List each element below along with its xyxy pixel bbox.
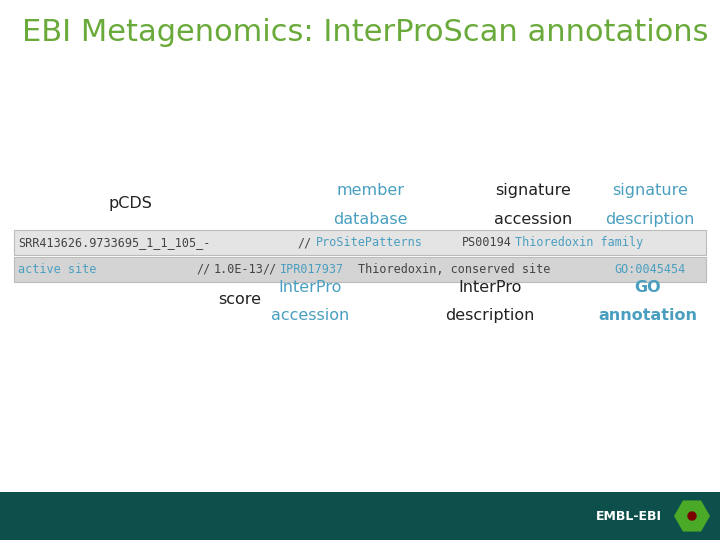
- Text: EBI Metagenomics: InterProScan annotations: EBI Metagenomics: InterProScan annotatio…: [22, 18, 708, 47]
- Bar: [14, 230, 706, 255]
- Text: GO: GO: [635, 280, 661, 295]
- Bar: [0, 492, 720, 540]
- Text: //: //: [262, 263, 276, 276]
- Text: signature: signature: [495, 183, 571, 198]
- Text: accession: accession: [271, 308, 349, 323]
- Text: active site: active site: [18, 263, 96, 276]
- Bar: [14, 257, 706, 282]
- Text: description: description: [445, 308, 535, 323]
- Text: GO:0045454: GO:0045454: [614, 263, 685, 276]
- Text: score: score: [218, 293, 261, 307]
- Text: PS00194: PS00194: [462, 236, 512, 249]
- Text: annotation: annotation: [598, 308, 698, 323]
- Text: signature: signature: [612, 183, 688, 198]
- Text: InterPro: InterPro: [279, 280, 342, 295]
- Text: pCDS: pCDS: [108, 196, 152, 211]
- Text: accession: accession: [494, 212, 572, 227]
- Text: IPR017937: IPR017937: [280, 263, 344, 276]
- Text: //: //: [196, 263, 210, 276]
- Text: EMBL-EBI: EMBL-EBI: [596, 510, 662, 523]
- Text: description: description: [606, 212, 695, 227]
- Text: Thioredoxin family: Thioredoxin family: [515, 236, 643, 249]
- Text: SRR413626.9733695_1_1_105_-: SRR413626.9733695_1_1_105_-: [18, 236, 210, 249]
- Text: 1.0E-13: 1.0E-13: [214, 263, 264, 276]
- Text: Thioredoxin, conserved site: Thioredoxin, conserved site: [358, 263, 550, 276]
- Text: member: member: [336, 183, 404, 198]
- Text: //: //: [297, 236, 311, 249]
- Text: ProSitePatterns: ProSitePatterns: [316, 236, 423, 249]
- Circle shape: [688, 512, 696, 520]
- Text: InterPro: InterPro: [459, 280, 522, 295]
- Text: database: database: [333, 212, 408, 227]
